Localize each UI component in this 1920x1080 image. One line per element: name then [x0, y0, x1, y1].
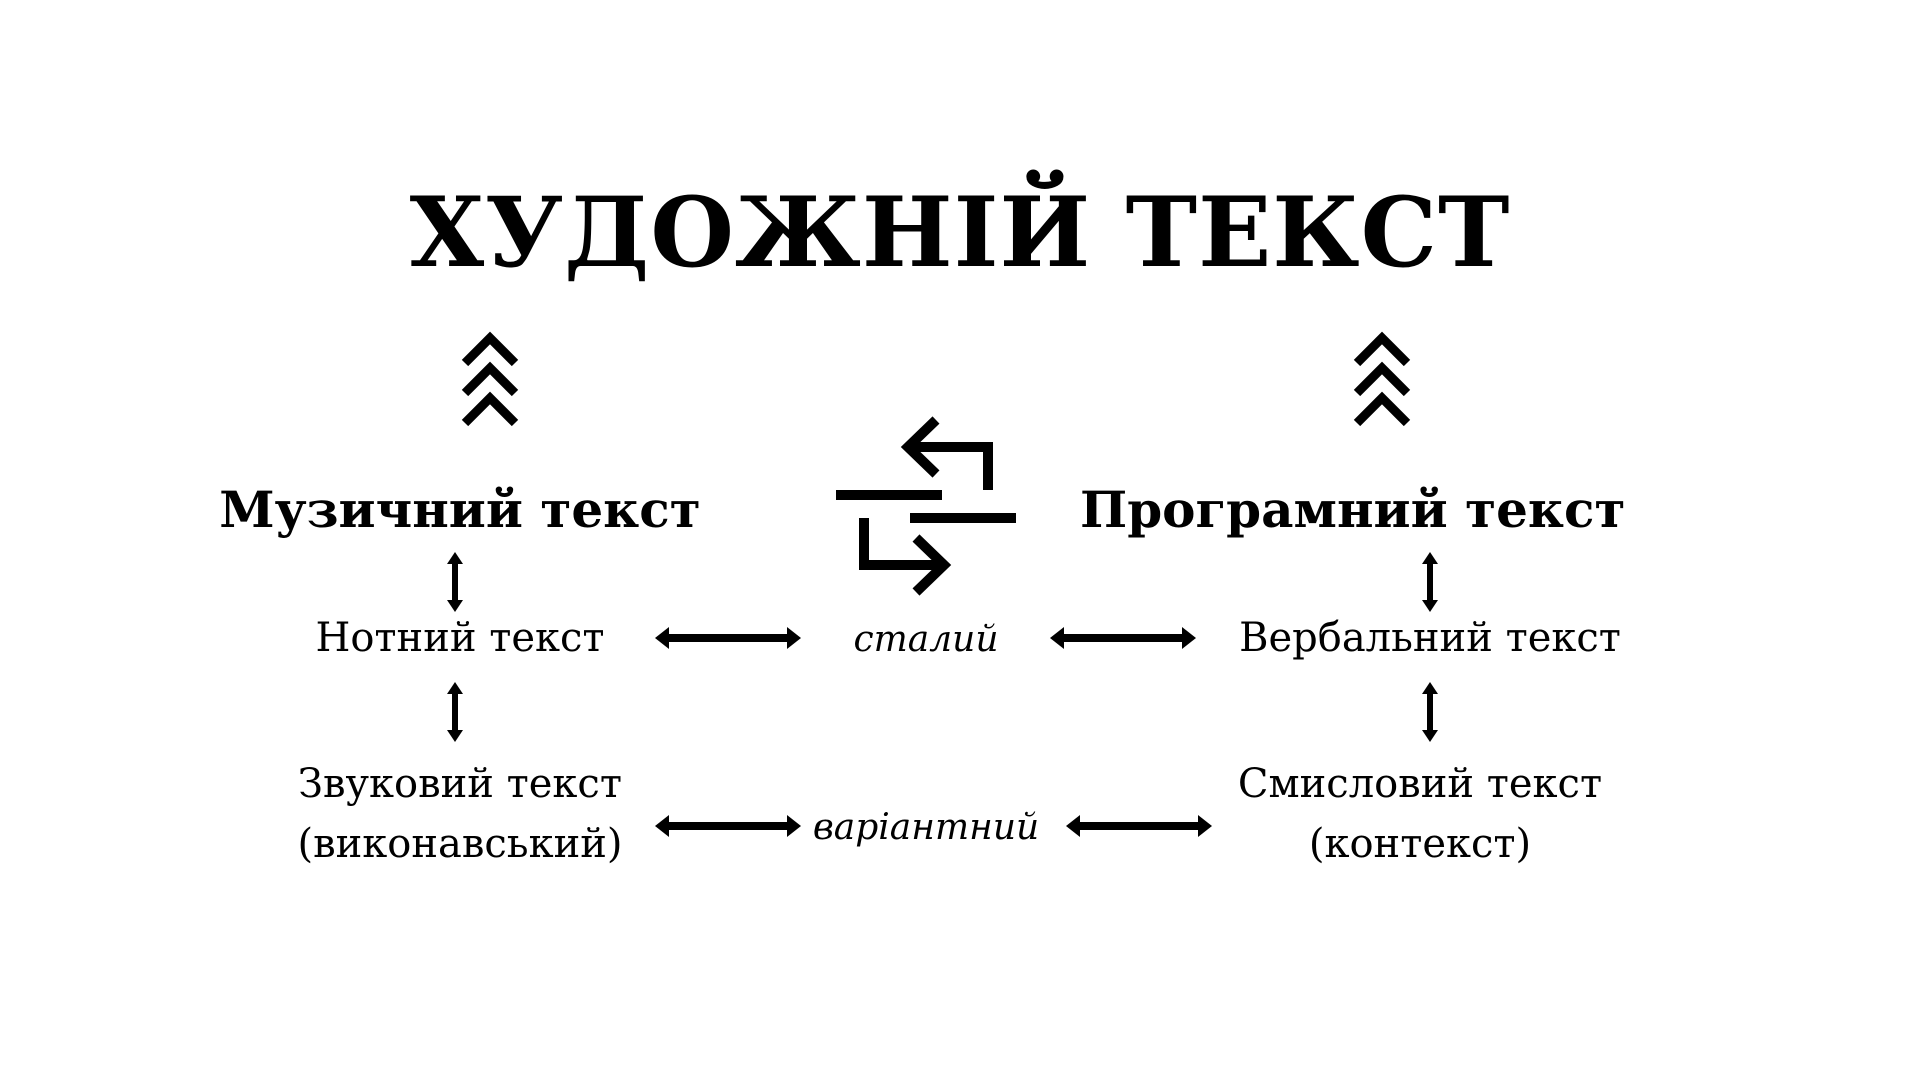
label-sound-text: Звуковий текст (виконавський) — [230, 754, 690, 874]
vertical-double-arrow-icon — [1422, 682, 1438, 742]
horizontal-double-arrow-icon — [655, 815, 801, 837]
label-notation-text: Нотний текст — [315, 615, 605, 661]
vertical-double-arrow-icon — [447, 682, 463, 742]
label-variant: варіантний — [812, 807, 1040, 848]
vertical-double-arrow-icon — [1422, 552, 1438, 612]
label-semantic-text-line2: (контекст) — [1308, 821, 1532, 867]
exchange-arrows-icon — [836, 416, 1016, 596]
horizontal-double-arrow-icon — [1050, 627, 1196, 649]
triple-chevron-up-icon — [1353, 331, 1411, 427]
label-verbal-text: Вербальний текст — [1239, 615, 1621, 661]
heading-musical-text: Музичний текст — [219, 480, 701, 539]
label-semantic-text-line1: Смисловий текст — [1237, 761, 1603, 807]
horizontal-double-arrow-icon — [655, 627, 801, 649]
heading-program-text: Програмний текст — [1080, 480, 1626, 539]
label-sound-text-line1: Звуковий текст — [298, 761, 622, 807]
label-sound-text-line2: (виконавський) — [297, 821, 623, 867]
vertical-double-arrow-icon — [447, 552, 463, 612]
label-constant: сталий — [853, 619, 999, 660]
triple-chevron-up-icon — [461, 331, 519, 427]
page-title: ХУДОЖНІЙ ТЕКСТ — [409, 176, 1511, 289]
label-semantic-text: Смисловий текст (контекст) — [1190, 754, 1650, 874]
horizontal-double-arrow-icon — [1066, 815, 1212, 837]
